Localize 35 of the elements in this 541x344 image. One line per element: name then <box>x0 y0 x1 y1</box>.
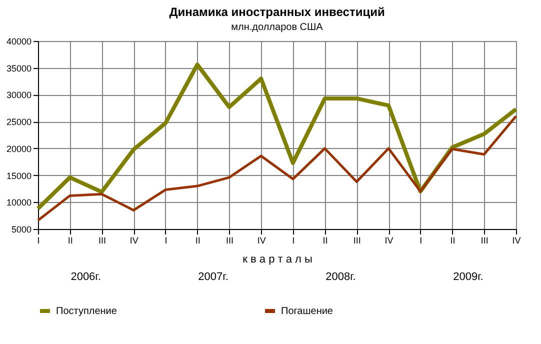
x-tick-label: I <box>420 236 422 246</box>
legend-label: Поступление <box>56 306 118 317</box>
y-tick-label: 15000 <box>6 170 32 181</box>
y-tick-label: 25000 <box>6 117 32 128</box>
y-tick-label: 10000 <box>6 198 32 208</box>
text: 2009г. <box>453 271 484 283</box>
y-tick-label: 30000 <box>6 90 32 100</box>
x-tick-label: II <box>450 236 456 246</box>
legend-label: Погашение <box>281 306 334 317</box>
line-series <box>36 62 518 211</box>
x-tick-label: III <box>353 236 361 246</box>
y-tick-label: 40000 <box>6 36 32 46</box>
x-tick-label: II <box>68 236 73 246</box>
chart-title: Динамика иностранных инвестиций <box>169 5 385 19</box>
x-tick-label: II <box>322 236 328 246</box>
x-tick-label: IV <box>512 236 521 246</box>
line-series <box>36 114 518 222</box>
x-tick-label: IV <box>257 236 266 246</box>
x-tick-label: III <box>226 236 234 246</box>
x-tick-label: III <box>480 236 488 246</box>
x-tick-label: IV <box>130 236 138 246</box>
text: 2007г. <box>198 271 228 283</box>
x-axis-title: к в а р т а л ы <box>242 254 312 266</box>
x-tick-label: I <box>164 236 168 246</box>
x-tick-label: III <box>98 236 106 246</box>
y-tick-label: 35000 <box>6 63 32 74</box>
text: 2006г. <box>70 271 101 283</box>
y-tick-label: 5000 <box>11 224 32 234</box>
x-tick-label: I <box>37 236 40 246</box>
chart-subtitle: млн.долларов США <box>231 22 324 33</box>
x-tick-label: I <box>292 236 295 246</box>
text: 2008г. <box>326 271 356 283</box>
x-tick-label: II <box>195 236 200 246</box>
x-tick-label: IV <box>384 236 394 246</box>
y-tick-label: 20000 <box>6 144 32 154</box>
